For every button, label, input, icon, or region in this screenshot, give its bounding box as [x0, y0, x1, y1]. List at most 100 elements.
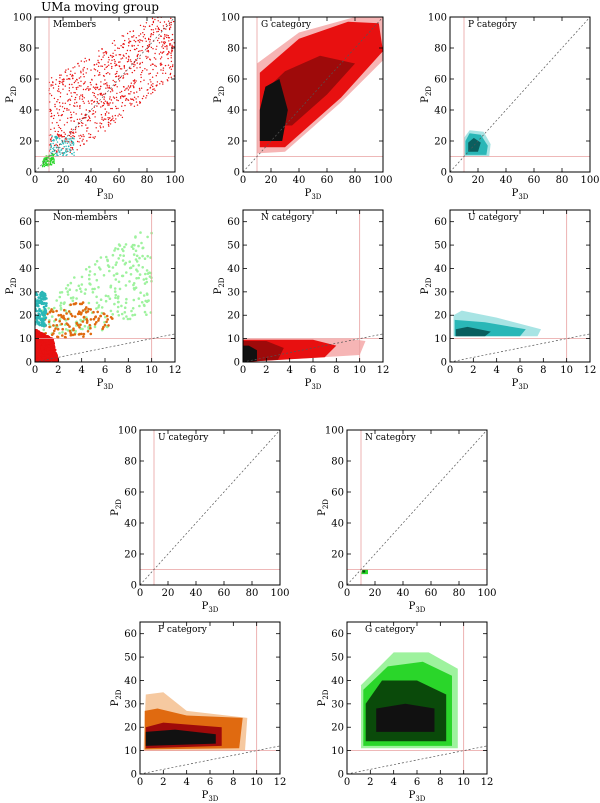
scatter-point [144, 299, 147, 303]
x-tick-label: 60 [425, 588, 438, 599]
scatter-point [88, 133, 90, 135]
scatter-point [51, 122, 53, 124]
scatter-point [62, 88, 64, 90]
x-tick-label: 2 [263, 365, 269, 376]
scatter-point [50, 143, 52, 145]
y-tick-label: 20 [434, 137, 447, 148]
scatter-point [35, 329, 38, 332]
scatter-point [70, 128, 73, 130]
scatter-point [85, 60, 88, 62]
scatter-point [97, 266, 101, 269]
x-axis-label: P3D [202, 601, 219, 614]
y-tick-label: 100 [428, 13, 447, 24]
scatter-point [129, 266, 133, 270]
scatter-point [66, 140, 68, 142]
scatter-point [90, 100, 92, 102]
scatter-point [155, 75, 157, 77]
scatter-point [97, 94, 99, 96]
scatter-point [58, 114, 60, 117]
scatter-point [89, 120, 91, 122]
scatter-point [114, 49, 116, 52]
scatter-point [95, 295, 98, 299]
scatter-point [38, 337, 42, 341]
scatter-point [152, 29, 154, 31]
scatter-point [84, 288, 87, 291]
scatter-point [160, 56, 163, 58]
scatter-point [35, 358, 38, 361]
scatter-point [127, 45, 130, 47]
scatter-point [68, 109, 70, 111]
scatter-point [89, 88, 91, 90]
scatter-point [105, 118, 107, 120]
scatter-point [81, 98, 84, 100]
scatter-point [93, 113, 95, 115]
scatter-point [81, 135, 83, 138]
scatter-point [155, 58, 157, 60]
x-tick-label: 20 [57, 175, 70, 186]
scatter-point [148, 44, 150, 46]
scatter-point [106, 82, 108, 84]
scatter-point [137, 244, 140, 248]
scatter-point [89, 133, 92, 136]
scatter-point [111, 88, 113, 90]
scatter-point [160, 29, 163, 32]
x-tick-label: 8 [333, 365, 339, 376]
scatter-point [69, 333, 73, 337]
scatter-point [114, 121, 116, 124]
scatter-point [144, 26, 146, 28]
scatter-point [96, 87, 98, 89]
scatter-point [83, 318, 86, 321]
scatter-point [58, 149, 60, 151]
scatter-point [53, 159, 55, 161]
scatter-point [59, 119, 61, 121]
y-tick-label: 40 [227, 106, 240, 117]
scatter-point [129, 49, 131, 52]
plot-area [347, 430, 487, 585]
scatter-point [116, 86, 118, 88]
plot-frame [346, 429, 488, 586]
scatter-point [81, 309, 85, 312]
scatter-point [144, 68, 146, 70]
scatter-point [112, 102, 114, 104]
scatter-point [152, 68, 154, 71]
scatter-point [101, 327, 104, 331]
scatter-point [136, 62, 138, 64]
scatter-point [88, 136, 90, 139]
scatter-point [61, 139, 63, 142]
x-tick-label: 0 [240, 175, 246, 186]
scatter-point [59, 74, 61, 76]
scatter-point [83, 102, 85, 104]
scatter-point [109, 284, 113, 288]
scatter-point [162, 51, 164, 53]
scatter-point [145, 313, 148, 317]
scatter-point [89, 308, 92, 311]
panel-p-category-top: 0 20 40 60 80 100 0 20 40 60 80 100 P category P3D P2D [420, 13, 600, 202]
scatter-point [109, 98, 111, 100]
scatter-point [58, 136, 60, 138]
scatter-point [105, 53, 108, 55]
scatter-point [56, 152, 58, 154]
scatter-point [123, 43, 125, 45]
scatter-point [104, 63, 106, 66]
scatter-point [108, 112, 110, 114]
scatter-point [162, 69, 164, 72]
scatter-point [158, 42, 161, 44]
scatter-point [79, 137, 81, 140]
scatter-point [120, 312, 124, 316]
scatter-point [160, 80, 162, 83]
scatter-point [86, 120, 89, 122]
scatter-point [161, 46, 163, 48]
scatter-point [52, 84, 54, 86]
scatter-point [78, 85, 81, 87]
scatter-point [61, 327, 64, 331]
scatter-point [52, 81, 54, 84]
scatter-point [73, 138, 75, 140]
scatter-point [159, 21, 161, 23]
scatter-point [100, 127, 102, 129]
scatter-point [74, 92, 77, 94]
scatter-point [118, 80, 121, 82]
scatter-point [85, 109, 88, 111]
scatter-point [51, 137, 53, 139]
scatter-point [141, 246, 144, 250]
scatter-point [167, 37, 170, 39]
